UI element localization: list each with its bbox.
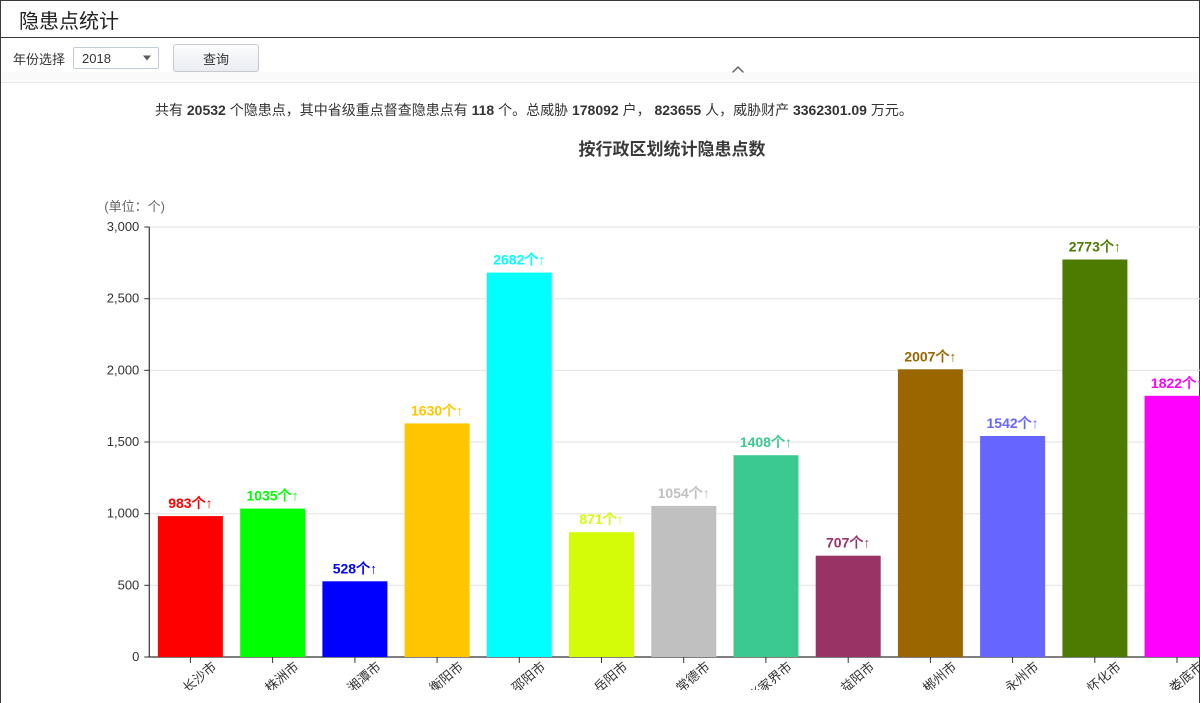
svg-text:1054个↑: 1054个↑ xyxy=(658,485,710,501)
svg-text:(单位：个): (单位：个) xyxy=(104,199,165,214)
svg-text:娄底市: 娄底市 xyxy=(1166,659,1200,690)
svg-text:长沙市: 长沙市 xyxy=(180,659,220,690)
svg-text:湘潭市: 湘潭市 xyxy=(344,659,384,690)
svg-text:1035个↑: 1035个↑ xyxy=(247,488,299,504)
svg-text:衡阳市: 衡阳市 xyxy=(426,659,466,690)
svg-text:郴州市: 郴州市 xyxy=(920,659,960,690)
svg-text:株洲市: 株洲市 xyxy=(262,659,302,690)
svg-text:常德市: 常德市 xyxy=(673,659,713,690)
svg-text:707个↑: 707个↑ xyxy=(826,535,870,551)
svg-text:0: 0 xyxy=(132,649,139,664)
svg-text:2,500: 2,500 xyxy=(107,291,140,306)
svg-text:张家界市: 张家界市 xyxy=(745,659,794,690)
svg-text:2773个↑: 2773个↑ xyxy=(1069,239,1121,255)
svg-text:1,000: 1,000 xyxy=(107,506,140,521)
svg-text:3,000: 3,000 xyxy=(107,219,140,234)
svg-text:1,500: 1,500 xyxy=(107,434,140,449)
svg-text:岳阳市: 岳阳市 xyxy=(591,659,631,690)
svg-text:益阳市: 益阳市 xyxy=(838,659,878,690)
svg-text:2,000: 2,000 xyxy=(107,362,140,377)
svg-text:871个↑: 871个↑ xyxy=(579,511,623,527)
svg-text:1408个↑: 1408个↑ xyxy=(740,434,792,450)
svg-text:528个↑: 528个↑ xyxy=(333,560,377,576)
svg-text:永州市: 永州市 xyxy=(1002,659,1042,690)
svg-text:怀化市: 怀化市 xyxy=(1084,659,1124,690)
svg-text:2682个↑: 2682个↑ xyxy=(493,252,545,268)
svg-text:983个↑: 983个↑ xyxy=(168,495,212,511)
svg-text:500: 500 xyxy=(118,577,140,592)
svg-text:1822个↑: 1822个↑ xyxy=(1151,375,1200,391)
svg-text:1630个↑: 1630个↑ xyxy=(411,402,463,418)
svg-text:1542个↑: 1542个↑ xyxy=(987,415,1039,431)
svg-text:2007个↑: 2007个↑ xyxy=(904,348,956,364)
svg-text:邵阳市: 邵阳市 xyxy=(509,659,549,690)
